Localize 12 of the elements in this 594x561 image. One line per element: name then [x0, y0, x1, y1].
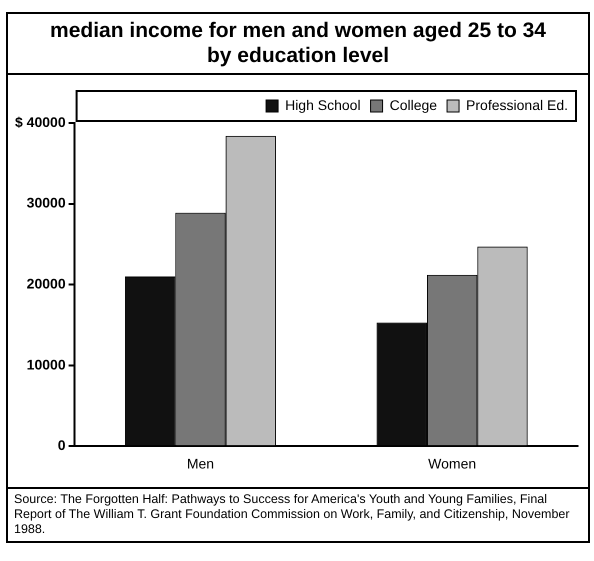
- legend-label: High School: [285, 96, 361, 113]
- x-tick-label: Women: [428, 455, 476, 472]
- y-tick-label: $ 40000: [14, 114, 66, 130]
- source-note: Source: The Forgotten Half: Pathways to Success for America's Youth and Young Families, Final Report of The William T. Grant Foundation Commission on Work, Family, and Citizenship, November 1988.: [8, 487, 588, 541]
- legend-label: College: [390, 96, 438, 113]
- y-tick-label: 10000: [26, 356, 66, 372]
- legend-label: Professional Ed.: [466, 96, 568, 113]
- x-tick-label: Men: [186, 455, 214, 472]
- chart-title: median income for men and women aged 25 to 34 by education level: [8, 14, 588, 75]
- y-tick-label: 0: [58, 437, 66, 454]
- y-tick-label: 30000: [26, 194, 66, 211]
- y-tick-label: 20000: [26, 275, 66, 292]
